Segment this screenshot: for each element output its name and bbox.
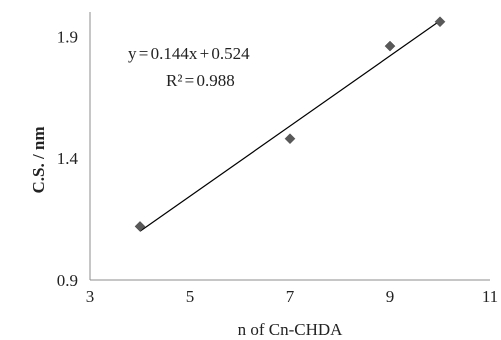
- x-tick-label: 7: [286, 287, 295, 306]
- data-point: [384, 40, 396, 52]
- y-tick-label: 0.9: [57, 271, 78, 290]
- x-tick-label: 11: [482, 287, 498, 306]
- x-tick-label: 9: [386, 287, 395, 306]
- data-point: [434, 16, 446, 28]
- r-squared-label: R² = 0.988: [166, 71, 235, 90]
- trendline: [139, 20, 441, 232]
- x-tick-label: 3: [86, 287, 95, 306]
- equation-label: y = 0.144x + 0.524: [128, 44, 250, 63]
- y-axis-title: C.S. / nm: [29, 126, 48, 193]
- axes: [89, 12, 490, 281]
- tick-labels: 3 5 7 9 11 0.9 1.4 1.9: [57, 27, 498, 306]
- data-points: [134, 16, 446, 232]
- data-point: [284, 133, 296, 145]
- x-tick-label: 5: [186, 287, 195, 306]
- y-tick-label: 1.4: [57, 149, 79, 168]
- y-tick-label: 1.9: [57, 27, 78, 46]
- x-axis-title: n of Cn-CHDA: [238, 320, 344, 339]
- data-point: [134, 221, 146, 232]
